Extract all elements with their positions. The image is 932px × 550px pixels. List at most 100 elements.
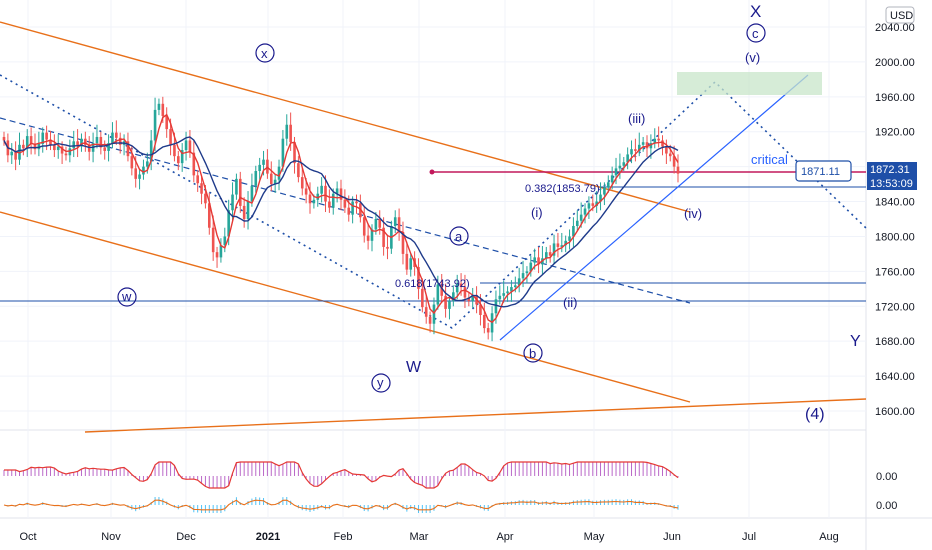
wave-label-v: (v): [745, 50, 760, 65]
candle: [498, 285, 502, 305]
wave-label-X: X: [750, 2, 761, 21]
candle: [572, 217, 575, 247]
candle: [424, 294, 428, 324]
candle: [409, 253, 413, 277]
candle: [397, 208, 401, 241]
candle: [87, 136, 91, 161]
candle: [215, 246, 219, 268]
candle: [219, 238, 223, 263]
wave-circle-c: [746, 23, 766, 43]
y-tick-label: 1720.00: [875, 301, 915, 313]
y-tick-label: 1760.00: [875, 266, 915, 278]
candle: [242, 197, 246, 228]
candle: [22, 139, 25, 156]
candle: [568, 229, 571, 250]
candle: [676, 154, 680, 183]
candle: [177, 150, 180, 171]
candle: [606, 175, 610, 193]
candle: [653, 128, 657, 149]
candle: [599, 182, 602, 211]
candle: [41, 127, 45, 153]
candle: [467, 292, 471, 307]
candle: [10, 143, 14, 165]
candle: [471, 287, 475, 309]
candle: [668, 144, 672, 162]
critical-price-tag[interactable]: [795, 160, 852, 182]
candle: [184, 131, 188, 161]
candle: [537, 246, 540, 274]
fib-label-0382: 0.382(1853.79): [525, 183, 600, 195]
candle: [246, 191, 250, 230]
candle: [188, 129, 192, 158]
time-axis: Oct Nov Dec 2021 Feb Mar Apr May Jun Jul Aug: [19, 531, 838, 543]
candle: [370, 224, 374, 252]
candle: [665, 139, 668, 165]
histogram-signal-line: [4, 461, 679, 489]
candle: [285, 114, 289, 146]
x-tick-label: Apr: [496, 531, 513, 543]
candle: [250, 173, 254, 207]
wave-label-y: y: [377, 375, 384, 390]
candle: [99, 131, 103, 155]
x-tick-label: Oct: [19, 531, 36, 543]
x-tick-label: 2021: [256, 531, 280, 543]
candle: [308, 182, 312, 214]
candle: [386, 234, 389, 260]
candle: [575, 210, 579, 232]
candle: [452, 285, 455, 307]
countdown-value: 13:53:09: [870, 178, 913, 190]
y-tick-label: 1640.00: [875, 371, 915, 383]
candle: [366, 223, 370, 250]
candle: [630, 140, 633, 164]
candle: [165, 107, 168, 138]
critical-anchor: [429, 169, 435, 175]
wave-label-ii: (ii): [563, 295, 577, 310]
candle: [603, 182, 606, 206]
candle: [258, 157, 261, 180]
currency-badge[interactable]: [885, 6, 915, 24]
candle: [401, 221, 405, 265]
wave-circle-a: [449, 226, 469, 246]
fast-moving-average: [3, 113, 679, 324]
candle: [502, 280, 505, 303]
wave-circle-y: [371, 373, 391, 393]
candle: [320, 177, 323, 203]
candle: [157, 98, 161, 116]
candles-layer: [2, 96, 680, 342]
candle: [428, 311, 432, 333]
last-price-tag: [867, 162, 917, 176]
candle: [53, 134, 56, 158]
candle: [56, 134, 60, 159]
upper-channel-line: [0, 21, 691, 213]
candle: [254, 165, 258, 193]
candle: [126, 132, 130, 162]
candle: [521, 260, 525, 288]
y-tick-label: 1680.00: [875, 336, 915, 348]
candle: [618, 153, 622, 179]
candle: [483, 302, 486, 334]
x-tick-label: Jun: [663, 531, 681, 543]
candle: [130, 145, 134, 176]
candle: [490, 306, 494, 342]
critical-price-value: 1871.11: [801, 166, 840, 178]
candle: [103, 140, 107, 160]
wave-label-4: (4): [805, 406, 825, 423]
y-tick-label: 1840.00: [875, 197, 915, 209]
candle: [544, 246, 548, 264]
candle: [672, 145, 676, 174]
candle: [529, 255, 533, 277]
dashed-trendline: [0, 117, 691, 304]
candle: [107, 134, 110, 162]
candle: [2, 131, 6, 146]
candle: [637, 132, 641, 157]
candle: [211, 215, 215, 261]
x-tick-label: Dec: [176, 531, 196, 543]
candle: [448, 295, 451, 320]
candle: [421, 278, 424, 313]
candle: [149, 129, 153, 171]
candle: [297, 156, 300, 183]
candle: [331, 188, 335, 215]
candle: [463, 274, 467, 309]
